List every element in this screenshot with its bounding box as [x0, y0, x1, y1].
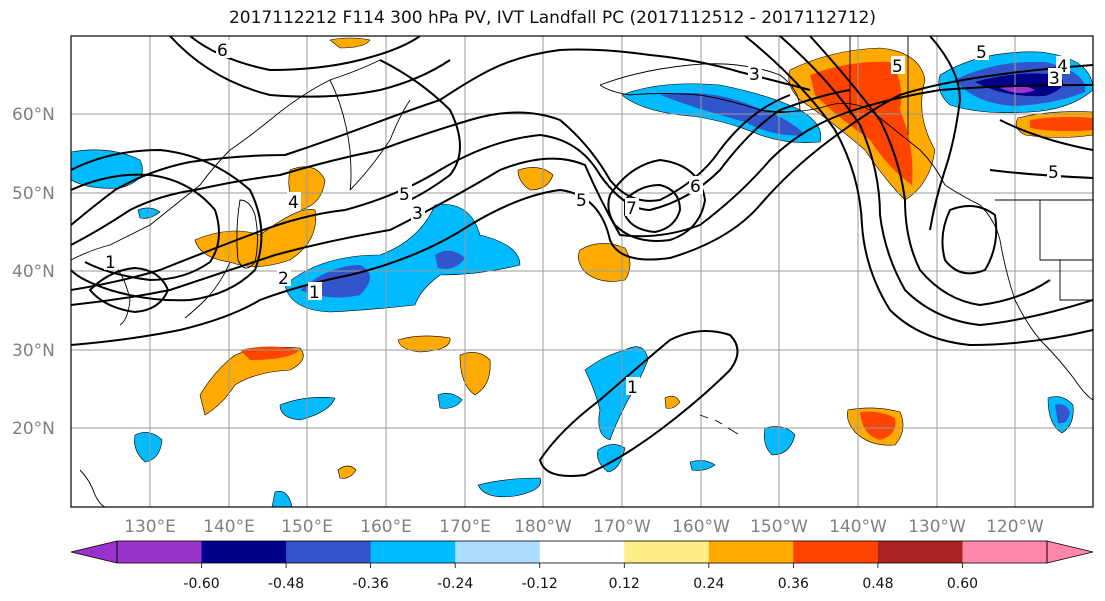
contour-label: 3: [749, 65, 760, 85]
colorbar-cell: [877, 541, 963, 563]
lon-label: 150°W: [750, 517, 808, 537]
colorbar-tick-label: -0.36: [353, 576, 389, 592]
contour-label: 1: [309, 283, 320, 303]
coastlines: [71, 36, 1093, 507]
contour-label: 6: [690, 177, 701, 197]
lat-label: 20°N: [12, 419, 55, 439]
contour-label: 5: [1048, 163, 1059, 183]
contour-label: 3: [412, 204, 423, 224]
map-title: 2017112212 F114 300 hPa PV, IVT Landfall…: [228, 8, 876, 28]
colorbar-cell: [455, 541, 541, 563]
lon-label: 130°E: [124, 517, 176, 537]
colorbar: -0.60 -0.48 -0.36 -0.24 -0.12 0.12 0.24 0.36 0.4…: [70, 540, 1094, 592]
lon-label: 160°E: [360, 517, 412, 537]
lat-label: 50°N: [12, 184, 55, 204]
lat-label: 60°N: [12, 105, 55, 125]
colorbar-tick-label: -0.24: [437, 576, 473, 592]
colorbar-tick-label: 0.24: [693, 576, 724, 592]
colorbar-cell: [117, 541, 203, 563]
contour-label: 1: [627, 378, 638, 398]
contour-label: 5: [399, 185, 410, 205]
lon-label: 160°W: [672, 517, 730, 537]
colorbar-tick-label: -0.48: [268, 576, 304, 592]
contour-label: 3: [1049, 69, 1060, 89]
lon-label: 180°W: [514, 517, 572, 537]
contour-label: 4: [288, 193, 299, 213]
colorbar-tick-label: -0.12: [522, 576, 558, 592]
lon-label: 170°E: [439, 517, 491, 537]
contour-labels: 6 5 4 3 2 1 1 5 6 7 3 5 5 5 4 3 1: [104, 40, 1070, 398]
lat-label: 40°N: [12, 262, 55, 282]
colorbar-tick-label: 0.12: [609, 576, 640, 592]
latitude-labels: 60°N 50°N 40°N 30°N 20°N: [12, 105, 55, 439]
lat-label: 30°N: [12, 341, 55, 361]
lon-label: 150°E: [281, 517, 333, 537]
colorbar-cell: [962, 541, 1048, 563]
contour-label: 5: [892, 57, 903, 77]
contour-label: 5: [576, 191, 587, 211]
colorbar-cell: [370, 541, 456, 563]
contour-label: 4: [1057, 57, 1068, 77]
lon-label: 170°W: [593, 517, 651, 537]
pv-contours: [71, 36, 1093, 477]
colorbar-extend-high: [1047, 541, 1093, 563]
lon-label: 140°E: [203, 517, 255, 537]
contour-label: 1: [105, 253, 116, 273]
colorbar-cell: [793, 541, 879, 563]
lon-label: 130°W: [908, 517, 966, 537]
contour-label: 2: [278, 269, 289, 289]
lon-label: 140°W: [829, 517, 887, 537]
colorbar-extend-low: [71, 541, 117, 563]
colorbar-cell: [201, 541, 287, 563]
contour-label: 6: [217, 41, 228, 61]
colorbar-tick-label: 0.60: [947, 576, 978, 592]
graticule: [71, 36, 1093, 507]
lon-label: 120°W: [986, 517, 1044, 537]
longitude-labels: 130°E 140°E 150°E 160°E 170°E 180°W 170°…: [124, 517, 1044, 537]
colorbar-cell: [708, 541, 794, 563]
colorbar-cell: [624, 541, 710, 563]
colorbar-tick-label: 0.36: [778, 576, 809, 592]
colorbar-cell: [539, 541, 625, 563]
contour-label: 7: [626, 199, 637, 219]
colorbar-tick-label: -0.60: [183, 576, 219, 592]
colorbar-cell: [286, 541, 372, 563]
contour-label: 5: [976, 43, 987, 63]
colorbar-tick-label: 0.48: [862, 576, 893, 592]
map-frame: [70, 35, 1094, 508]
